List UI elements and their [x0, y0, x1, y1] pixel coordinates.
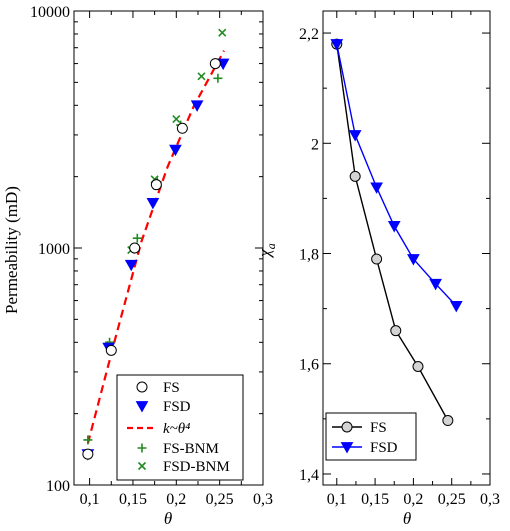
right-y-axis-title-sub: a	[264, 243, 278, 249]
left-x-tick-label: 0,2	[166, 491, 186, 508]
right-x-tick-label: 0,2	[403, 491, 423, 508]
right-y-tick-label: 1,8	[299, 247, 319, 264]
fsd-chi-point	[370, 182, 383, 194]
fsd-chi-point	[449, 300, 463, 313]
right-x-tick-label: 0,1	[327, 491, 347, 508]
left-x-tick-label: 0,1	[80, 491, 100, 508]
legend-fsd-symbol	[340, 442, 354, 454]
legend-label: FSD-BNM	[163, 459, 230, 475]
fs-point	[82, 448, 94, 460]
fs-chi-point	[412, 361, 424, 372]
right-axis-ticks: 0,1 0,15 0,2 0,25 0,3 1,4 1,6 1,8 2 2,2	[299, 11, 500, 508]
fs-chi-point	[390, 325, 402, 337]
right-x-tick-label: 0,15	[361, 491, 389, 508]
fs-point	[176, 122, 188, 134]
fsd-chi-point	[348, 130, 362, 142]
right-y-tick-label: 1,4	[299, 467, 319, 484]
fs-point	[129, 242, 141, 254]
left-legend: FS FSD k~θ⁴ FS-BNM FSD-BNM	[116, 374, 244, 481]
right-y-tick-label: 2	[311, 136, 319, 153]
left-data-marks	[81, 28, 230, 461]
left-x-tick-label: 0,25	[206, 491, 234, 508]
left-x-tick-label: 0,15	[119, 491, 147, 508]
left-y-tick-label: 100	[46, 478, 70, 495]
fsd-chi-point	[429, 278, 442, 291]
legend-fs-bnm-symbol	[137, 443, 147, 453]
fs-bnm-point	[83, 435, 93, 445]
right-x-tick-label: 0,3	[480, 491, 500, 508]
fs-point	[209, 58, 221, 70]
permeability-chart: 0,1 0,15 0,2 0,25 0,3 100 1000 10000 Permeabili…	[2, 4, 273, 528]
legend-label: FS	[163, 380, 180, 396]
fs-point	[105, 344, 117, 356]
legend-label: FS-BNM	[163, 441, 219, 457]
fsd-chi-point	[407, 254, 420, 266]
fsd-point	[146, 197, 160, 210]
right-y-tick-label: 2,2	[299, 26, 319, 43]
fsd-chi-point	[387, 221, 401, 233]
legend-fsd-symbol	[135, 401, 149, 413]
left-y-axis-title: Permeability (mD)	[2, 186, 21, 314]
fsd-bnm-point	[172, 114, 181, 124]
chi-chart: 0,1 0,15 0,2 0,25 0,31,41,61,822,2 χa θ FSFS…	[255, 10, 500, 528]
legend-fsd-bnm-symbol	[137, 461, 147, 471]
right-y-axis-title-main: χ	[255, 249, 274, 259]
left-x-tick-label: 0,3	[253, 491, 273, 508]
fsd-chi-point	[330, 39, 344, 51]
legend-label: FSD	[370, 440, 398, 456]
fsd-point	[169, 144, 182, 157]
right-data-marks	[330, 38, 463, 427]
fs-bnm-point	[213, 73, 223, 83]
legend-label: FS	[370, 420, 387, 436]
fsd-bnm-point	[218, 28, 227, 37]
left-y-tick-label: 10000	[30, 4, 70, 21]
legend-label: FSD	[163, 399, 191, 415]
fs-point	[150, 179, 162, 191]
left-axis-ticks: 0,1 0,15 0,2 0,25 0,3 100 1000 10000	[30, 4, 273, 508]
left-y-tick-label: 1000	[38, 241, 70, 258]
legend-fs-symbol	[341, 421, 353, 433]
right-x-axis-title: θ	[403, 509, 411, 528]
legend-fs-symbol	[136, 381, 148, 393]
fs-line	[336, 44, 449, 421]
right-x-tick-label: 0,25	[438, 491, 466, 508]
right-legend-box	[325, 412, 417, 461]
right-legend: FS FSD	[325, 412, 417, 461]
fsd-bnm-point	[197, 72, 206, 81]
fsd-point	[124, 259, 138, 272]
fs-chi-point	[349, 170, 361, 182]
fs-chi-point	[442, 415, 454, 427]
fs-chi-point	[371, 253, 383, 265]
fsd-point	[190, 100, 204, 112]
right-plot-frame	[322, 10, 491, 486]
right-y-axis-title: χa	[255, 243, 278, 258]
right-y-tick-label: 1,6	[299, 357, 319, 374]
left-x-axis-title: θ	[164, 509, 172, 528]
fs-bnm-point	[132, 233, 142, 243]
legend-label: k~θ⁴	[163, 421, 190, 437]
